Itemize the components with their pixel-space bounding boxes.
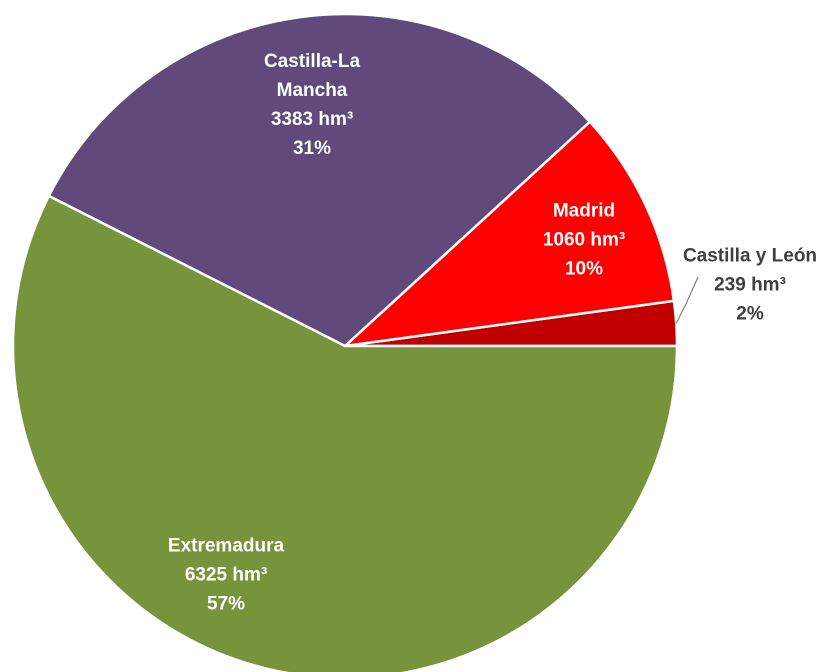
- category-label: Extremadura: [167, 535, 285, 557]
- percentage-label: 10%: [564, 258, 604, 280]
- pie-slice: [11, 194, 679, 672]
- pie-slice: [341, 119, 676, 348]
- data-label: Castilla y León 239 hm³ 2%: [665, 242, 835, 329]
- value-label: 239 hm³: [714, 274, 786, 296]
- data-label: Madrid 1060 hm³ 10%: [524, 197, 644, 284]
- percentage-label: 31%: [292, 138, 332, 159]
- pie-slice: [47, 12, 592, 348]
- data-label: Extremadura 6325 hm³ 57%: [141, 532, 311, 619]
- value-label: 1060 hm³: [542, 229, 626, 251]
- category-label: Castilla-La Mancha: [263, 51, 361, 101]
- value-label: 6325 hm³: [184, 564, 268, 586]
- category-label: Madrid: [552, 200, 616, 222]
- percentage-label: 2%: [736, 303, 764, 325]
- value-label: 3383 hm³: [270, 109, 354, 130]
- data-label: Castilla-La Mancha 3383 hm³ 31%: [247, 47, 377, 163]
- percentage-label: 57%: [206, 593, 246, 615]
- category-label: Castilla y León: [682, 245, 818, 267]
- leader-line: [675, 276, 699, 324]
